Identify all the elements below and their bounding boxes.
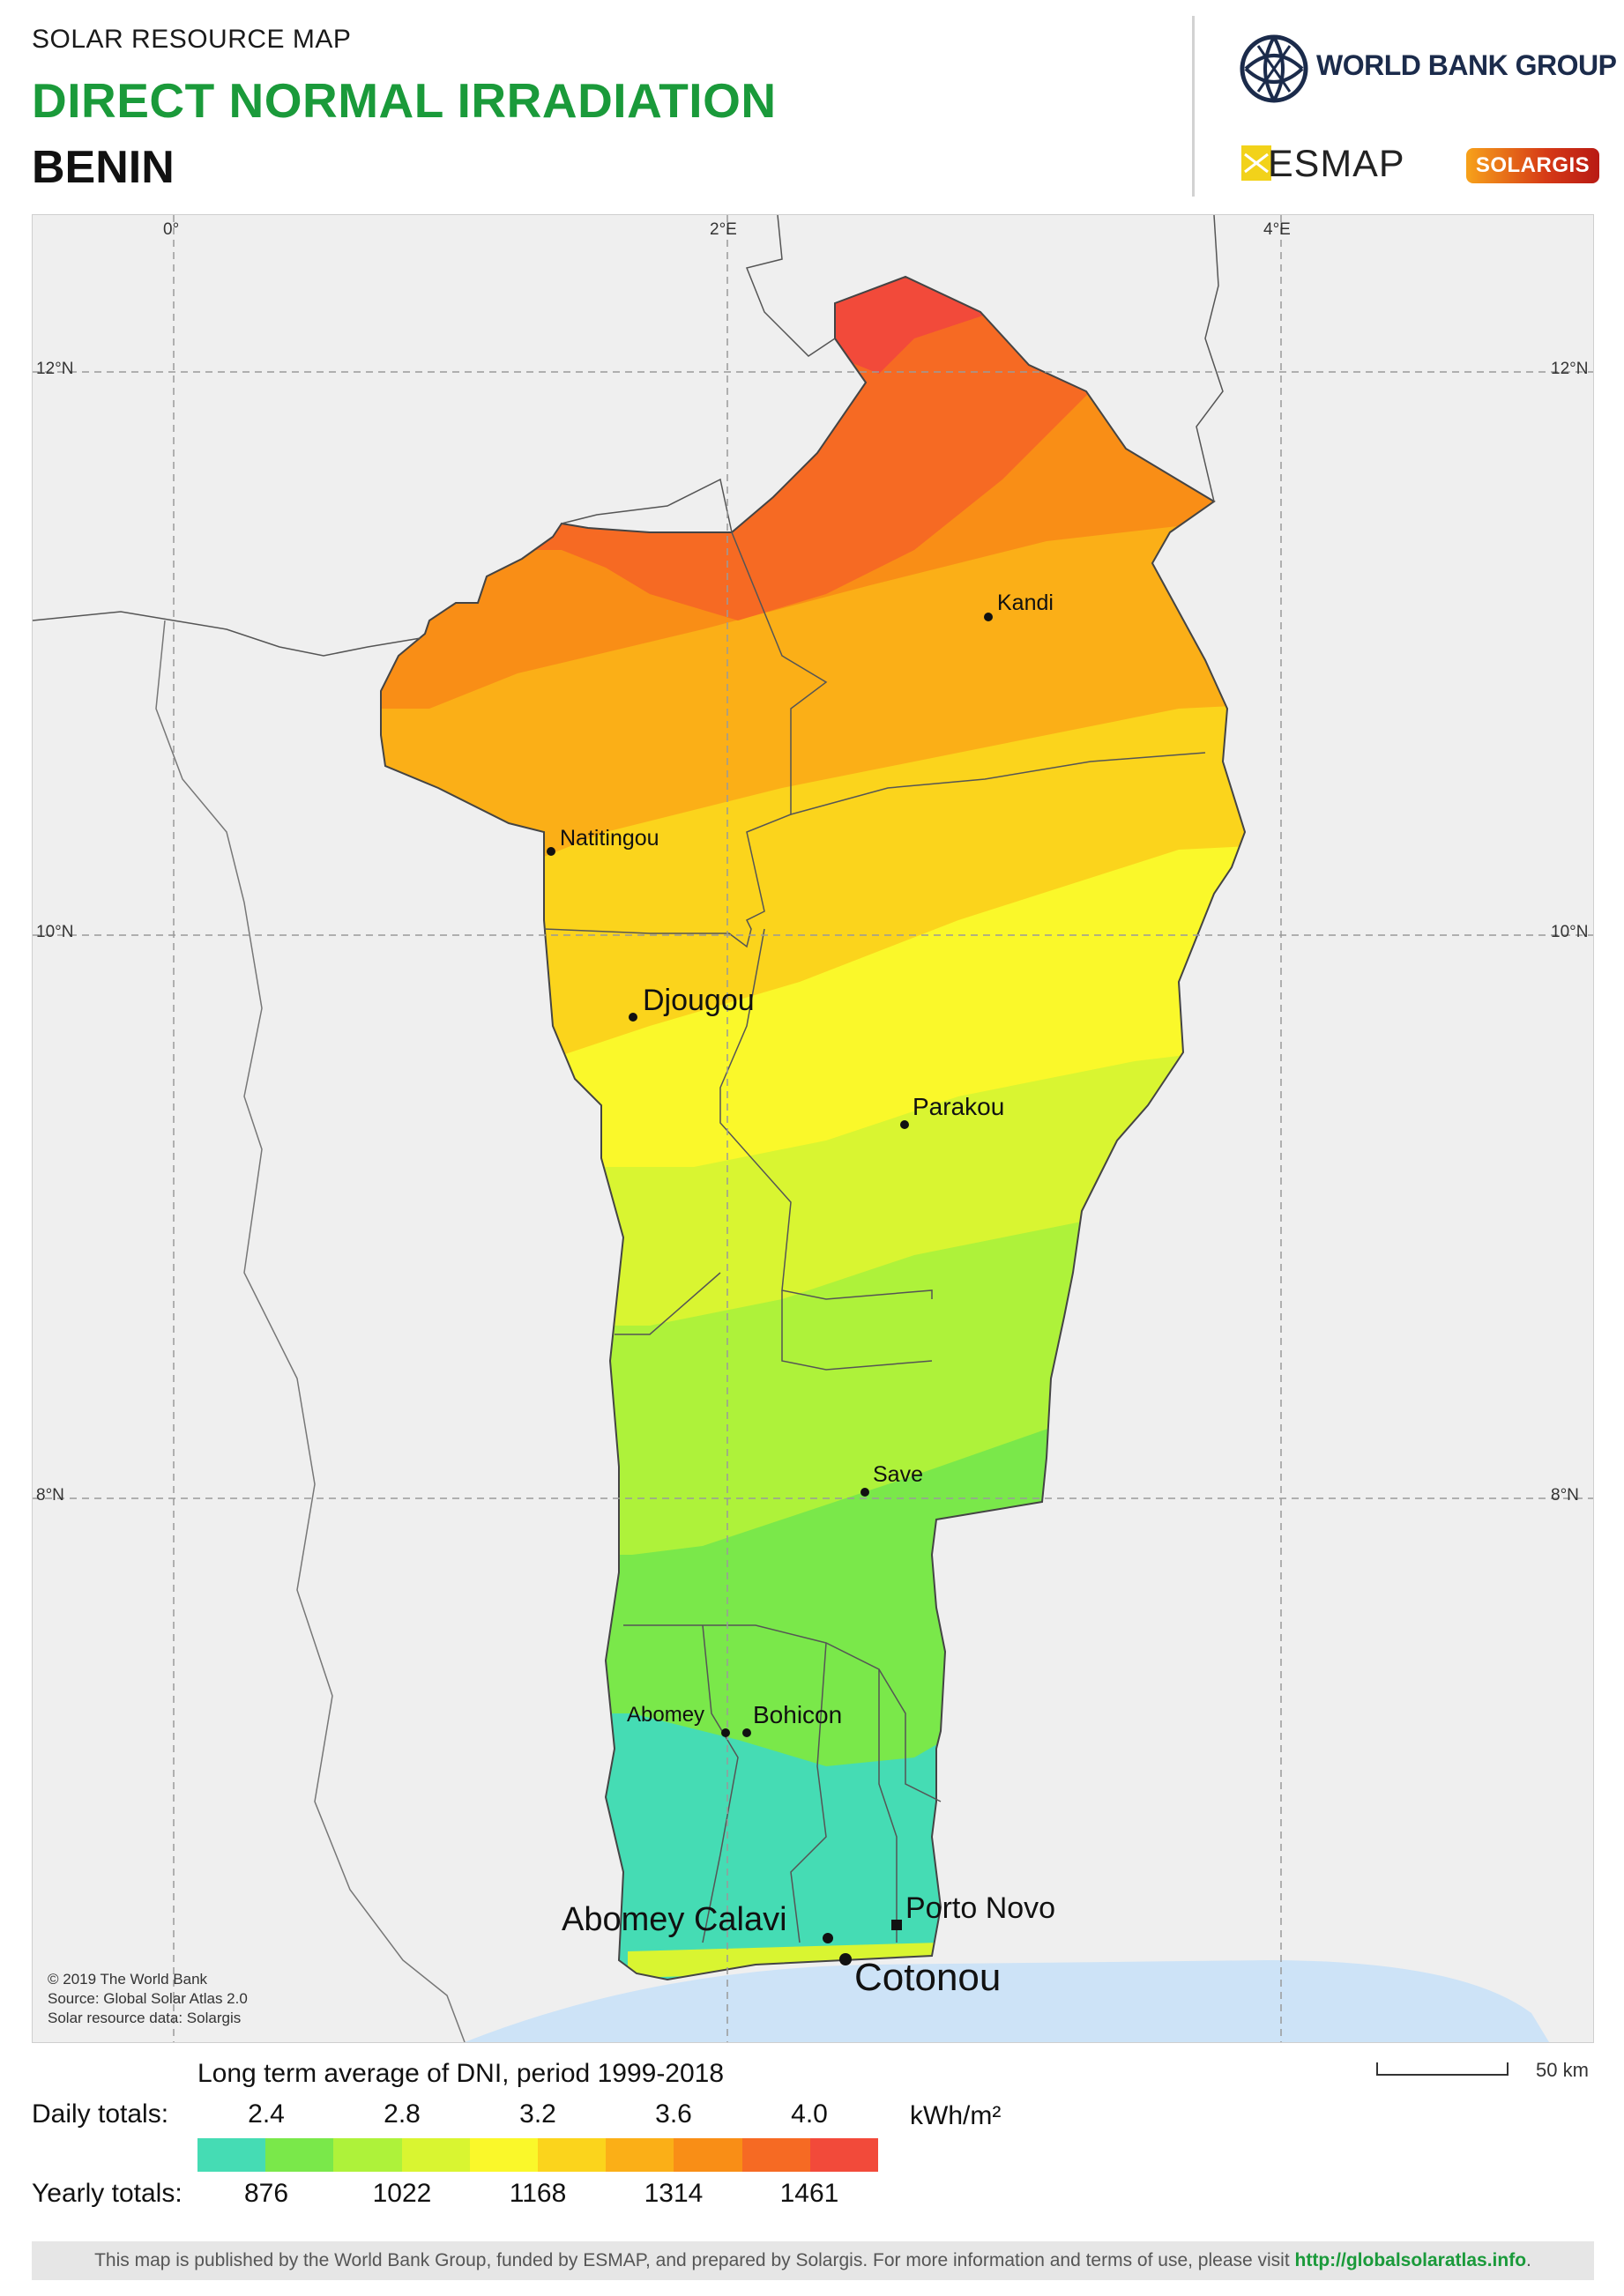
benin-border (380, 275, 1247, 1981)
solargis-logo: SOLARGIS (1466, 148, 1599, 183)
city-label-natitingou: Natitingou (560, 826, 659, 851)
city-label-porto-novo: Porto Novo (905, 1891, 1056, 1925)
lat-label-10n-right: 10°N (1551, 923, 1589, 941)
daily-tick: 3.2 (519, 2099, 556, 2129)
legend-color-bar (197, 2138, 879, 2172)
map-canvas (33, 215, 1593, 2042)
city-label-parakou: Parakou (913, 1093, 1005, 1120)
lon-label-4e: 4°E (1263, 220, 1291, 239)
city-dot-save (860, 1488, 869, 1497)
lat-label-12n-right: 12°N (1551, 360, 1589, 378)
esmap-icon (1241, 145, 1271, 181)
footer-bar: This map is published by the World Bank … (32, 2241, 1594, 2280)
lon-label-2e: 2°E (710, 220, 737, 239)
legend-swatch (197, 2138, 266, 2172)
footer-end: . (1526, 2250, 1531, 2270)
world-bank-globe-icon (1240, 34, 1308, 103)
map-panel: 0° 2°E 4°E 12°N 10°N 8°N 12°N 10°N 8°N K… (32, 214, 1594, 2043)
map-title: DIRECT NORMAL IRRADIATION (32, 73, 777, 128)
department-borders (543, 531, 1206, 1943)
yearly-tick: 1168 (509, 2179, 567, 2208)
city-dot-parakou (900, 1120, 909, 1129)
city-dot-bohicon (742, 1728, 751, 1737)
city-dot-natitingou (547, 847, 555, 856)
legend-swatch (606, 2138, 674, 2172)
legend-title: Long term average of DNI, period 1999-20… (197, 2059, 725, 2088)
map-supertitle: SOLAR RESOURCE MAP (32, 25, 352, 54)
lat-label-12n-left: 12°N (36, 360, 74, 378)
yearly-tick: 1314 (644, 2179, 704, 2208)
city-dot-abomey-calavi (823, 1933, 833, 1943)
legend-yearly-label: Yearly totals: (32, 2179, 183, 2208)
lat-label-8n-left: 8°N (36, 1486, 64, 1505)
city-label-abomey: Abomey (627, 1703, 705, 1727)
city-label-cotonou: Cotonou (854, 1956, 1002, 1999)
legend-swatch (265, 2138, 334, 2172)
credit-line: Solar resource data: Solargis (48, 2010, 242, 2026)
scale-bar (1376, 2062, 1509, 2076)
legend-swatch (469, 2138, 539, 2172)
yearly-tick: 876 (243, 2179, 289, 2208)
city-dot-kandi (984, 613, 993, 621)
legend-swatch (538, 2138, 607, 2172)
credit-line: © 2019 The World Bank (48, 1971, 208, 1988)
lat-label-10n-left: 10°N (36, 923, 74, 941)
legend-swatch (809, 2138, 879, 2172)
legend-swatch (741, 2138, 810, 2172)
ocean (465, 1960, 1549, 2042)
city-dot-abomey (721, 1728, 730, 1737)
world-bank-logo-text: WORLD BANK GROUP (1316, 49, 1617, 81)
lon-label-0: 0° (163, 220, 180, 239)
graticule-lines (33, 215, 1593, 2042)
city-label-bohicon: Bohicon (753, 1701, 843, 1728)
legend-daily-label: Daily totals: (32, 2099, 169, 2129)
city-label-kandi: Kandi (997, 591, 1054, 615)
legend-swatch (333, 2138, 402, 2172)
daily-tick: 4.0 (791, 2099, 828, 2129)
footer-link[interactable]: http://globalsolaratlas.info (1294, 2250, 1527, 2270)
city-dot-porto-novo (891, 1920, 902, 1930)
yearly-tick: 1022 (372, 2179, 432, 2208)
city-label-djougou: Djougou (643, 984, 755, 1017)
daily-tick: 2.8 (384, 2099, 421, 2129)
daily-tick: 3.6 (655, 2099, 692, 2129)
scale-bar-label: 50 km (1536, 2059, 1589, 2081)
legend-unit: kWh/m² (910, 2101, 1002, 2130)
city-dot-cotonou (839, 1953, 852, 1965)
map-credits: © 2019 The World Bank Source: Global Sol… (48, 1970, 248, 2028)
legend-swatch (674, 2138, 742, 2172)
daily-tick: 2.4 (248, 2099, 285, 2129)
city-label-abomey-calavi: Abomey Calavi (562, 1901, 787, 1938)
lat-label-8n-right: 8°N (1551, 1486, 1579, 1505)
esmap-logo-text: ESMAP (1268, 143, 1405, 185)
country-name: BENIN (32, 142, 175, 193)
yearly-tick: 1461 (779, 2179, 839, 2208)
city-label-save: Save (873, 1462, 923, 1487)
header-divider (1192, 16, 1195, 197)
legend-swatch (401, 2138, 470, 2172)
credit-line: Source: Global Solar Atlas 2.0 (48, 1990, 248, 2007)
footer-text: This map is published by the World Bank … (94, 2250, 1290, 2270)
city-dot-djougou (629, 1013, 637, 1022)
